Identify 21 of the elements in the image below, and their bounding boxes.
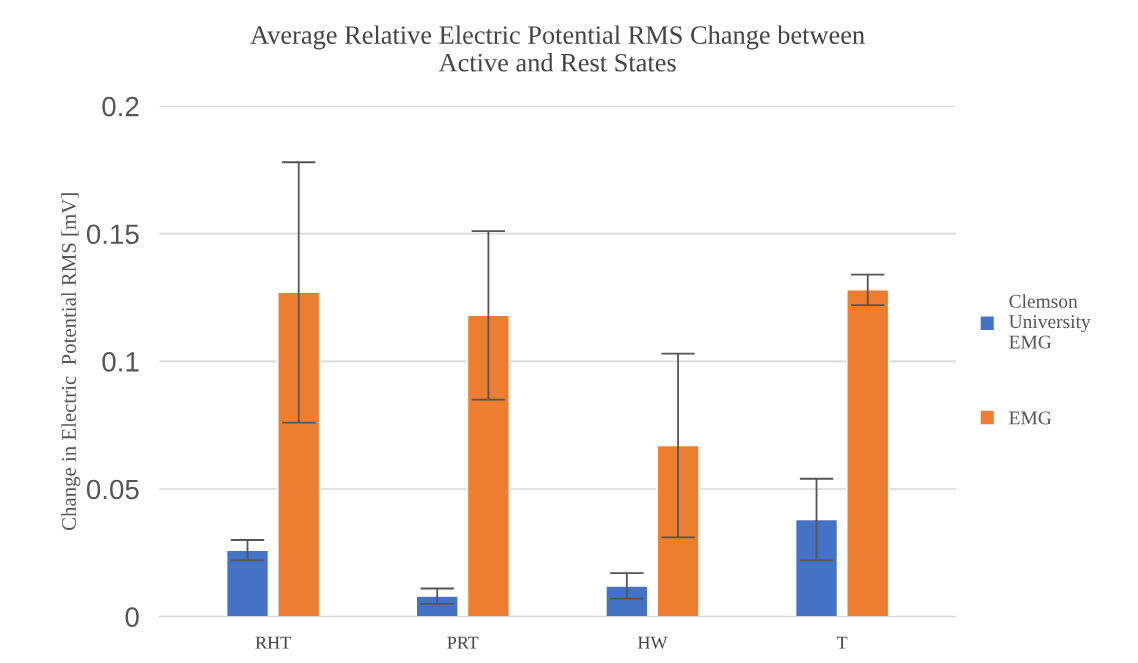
bar — [846, 289, 890, 617]
bar — [277, 291, 321, 617]
bar — [656, 444, 700, 617]
y-tick-label: 0 — [125, 607, 139, 627]
y-tick-label: 0.05 — [86, 479, 139, 500]
bar — [794, 518, 839, 617]
bar — [225, 549, 270, 617]
bar — [466, 314, 510, 617]
bar — [605, 585, 649, 617]
x-tick-label: RHT — [255, 636, 291, 649]
x-tick-label: T — [836, 636, 848, 649]
x-tick-label: HW — [637, 636, 668, 649]
y-tick-label: 0.15 — [86, 224, 139, 245]
bar — [415, 595, 459, 617]
y-tick-label: 0.1 — [102, 352, 139, 372]
legend-label: EMG — [1009, 411, 1052, 425]
legend-label: Clemson University EMG — [1009, 294, 1091, 349]
chart-title: Average Relative Electric Potential RMS Change between Active and Rest States — [250, 25, 865, 72]
y-axis-title: Change in Electric Potential RMS [mV] — [61, 193, 81, 531]
y-tick-label: 0.2 — [102, 96, 139, 117]
x-tick-label: PRT — [447, 636, 479, 649]
